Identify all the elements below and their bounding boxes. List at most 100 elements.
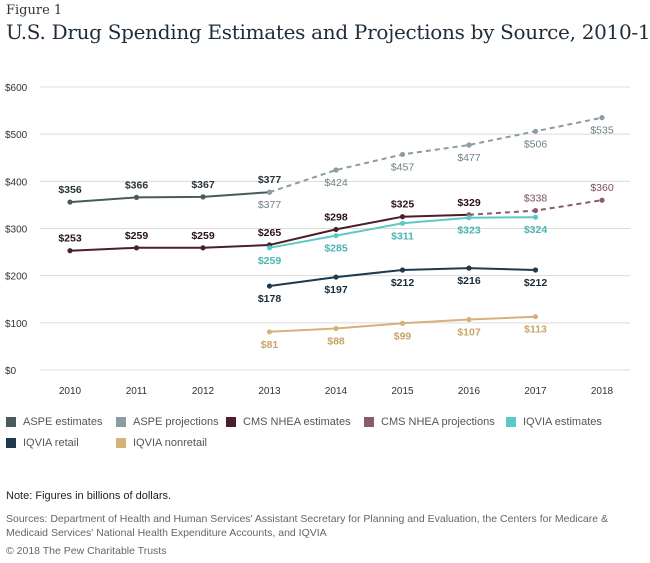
data-label-iqvia-nonretail: $81	[261, 339, 279, 351]
data-label-iqvia-nonretail: $99	[394, 330, 412, 342]
data-label-iqvia-estimates: $259	[258, 255, 282, 267]
legend-swatch	[6, 438, 16, 448]
data-label-cms-nhea-estimates: $253	[58, 233, 82, 245]
legend-label: IQVIA nonretail	[133, 437, 207, 449]
data-label-cms-nhea-estimates: $325	[391, 199, 415, 211]
legend-swatch	[116, 438, 126, 448]
data-point-aspe-estimates	[133, 194, 140, 200]
x-tick-label: 2016	[458, 386, 481, 397]
data-point-cms-nhea-estimates	[399, 214, 406, 220]
data-point-iqvia-nonretail	[532, 314, 539, 320]
data-point-cms-nhea-estimates	[200, 245, 206, 251]
data-point-iqvia-nonretail	[399, 320, 406, 326]
data-label-aspe-estimates: $367	[191, 179, 215, 191]
y-tick-label: $300	[5, 225, 28, 236]
legend-swatch	[226, 417, 236, 427]
copyright: © 2018 The Pew Charitable Trusts	[6, 545, 167, 557]
data-label-aspe-projections: $477	[457, 152, 481, 164]
data-label-aspe-projections: $457	[391, 161, 415, 173]
y-tick-label: $600	[5, 83, 28, 94]
data-label-iqvia-nonretail: $88	[327, 335, 345, 347]
chart-title: U.S. Drug Spending Estimates and Project…	[6, 20, 650, 44]
data-label-iqvia-estimates: $323	[457, 225, 481, 237]
grid-layer	[40, 86, 630, 371]
series-line-aspe-projections	[269, 116, 603, 194]
data-point-cms-nhea-projections	[599, 197, 605, 203]
data-point-iqvia-estimates	[466, 215, 472, 221]
data-point-iqvia-retail	[532, 267, 539, 273]
data-label-cms-nhea-projections: $338	[524, 193, 548, 205]
y-tick-label: $100	[5, 319, 28, 330]
data-point-aspe-projections	[466, 142, 472, 148]
note: Note: Figures in billions of dollars.	[6, 490, 172, 502]
legend-label: CMS NHEA estimates	[243, 416, 351, 428]
data-point-aspe-projections	[532, 128, 539, 134]
legend-swatch	[506, 417, 516, 427]
legend-item: CMS NHEA projections	[364, 416, 495, 428]
x-tick-label: 2018	[591, 386, 614, 397]
data-point-iqvia-nonretail	[466, 316, 472, 323]
data-point-aspe-projections	[599, 115, 605, 121]
data-point-aspe-projections	[399, 151, 406, 158]
legend-item: CMS NHEA estimates	[226, 416, 351, 428]
y-tick-label: $500	[5, 130, 28, 141]
legend-label: CMS NHEA projections	[381, 416, 495, 428]
data-label-iqvia-nonretail: $107	[457, 327, 481, 339]
data-label-iqvia-retail: $178	[258, 293, 282, 305]
y-tick-label: $0	[5, 366, 17, 377]
legend-swatch	[116, 417, 126, 427]
data-label-cms-nhea-estimates: $259	[191, 230, 215, 242]
data-label-cms-nhea-estimates: $298	[324, 211, 348, 223]
y-tick-label: $200	[5, 272, 28, 283]
data-point-iqvia-nonretail	[266, 329, 273, 335]
data-point-iqvia-retail	[399, 267, 406, 273]
legend-swatch	[6, 417, 16, 427]
data-label-aspe-projections: $424	[324, 177, 348, 189]
data-label-cms-nhea-projections: $360	[590, 182, 614, 194]
data-point-iqvia-retail	[266, 283, 273, 289]
legend-label: IQVIA estimates	[523, 416, 602, 428]
x-tick-label: 2017	[524, 386, 547, 397]
tick-layer: $0 $100 $200 $300 $400 $500 $600 2010 2011 2012 20…	[5, 83, 614, 397]
data-point-iqvia-estimates	[333, 232, 339, 239]
data-label-iqvia-retail: $216	[457, 275, 481, 287]
data-label-aspe-projections: $535	[590, 125, 614, 137]
data-label-cms-nhea-estimates: $265	[258, 227, 282, 239]
data-point-cms-nhea-estimates	[67, 248, 73, 254]
legend-item: IQVIA nonretail	[116, 437, 207, 449]
data-point-cms-nhea-estimates	[133, 245, 140, 251]
data-label-iqvia-retail: $212	[524, 277, 548, 289]
data-label-aspe-projections: $377	[258, 199, 282, 211]
x-tick-label: 2011	[126, 386, 148, 397]
series-line-aspe-estimates	[69, 191, 270, 204]
data-label-aspe-projections: $506	[524, 138, 548, 150]
data-label-iqvia-estimates: $324	[524, 224, 548, 236]
x-tick-label: 2014	[325, 386, 348, 397]
x-tick-label: 2015	[391, 386, 414, 397]
data-label-aspe-estimates: $356	[58, 184, 82, 196]
data-point-iqvia-estimates	[266, 245, 273, 251]
legend-label: ASPE projections	[133, 416, 219, 428]
label-layer: $356 $366 $367 $377 $377 $424 $457 $477 $506 $535…	[58, 125, 614, 351]
legend-label: IQVIA retail	[23, 437, 79, 449]
data-point-cms-nhea-estimates	[333, 226, 339, 233]
sources: Sources: Department of Health and Human …	[6, 513, 608, 539]
x-tick-label: 2012	[192, 386, 215, 397]
legend-item: IQVIA retail	[6, 437, 79, 449]
data-point-aspe-projections	[333, 167, 339, 173]
legend-item: ASPE estimates	[6, 416, 102, 428]
y-tick-label: $400	[5, 177, 28, 188]
x-tick-label: 2010	[59, 386, 82, 397]
data-label-iqvia-estimates: $311	[391, 230, 414, 242]
data-label-aspe-estimates: $377	[258, 174, 282, 186]
chart: $356 $366 $367 $377 $377 $424 $457 $477 $506 $535…	[5, 83, 630, 397]
legend-label: ASPE estimates	[23, 416, 103, 428]
data-point-iqvia-retail	[466, 265, 472, 271]
figure-label: Figure 1	[6, 3, 63, 18]
data-label-cms-nhea-estimates: $329	[457, 197, 481, 209]
data-label-iqvia-retail: $197	[324, 284, 348, 296]
data-point-cms-nhea-projections	[532, 207, 539, 214]
x-tick-label: 2013	[258, 386, 281, 397]
data-point-iqvia-nonretail	[333, 325, 339, 332]
data-label-aspe-estimates: $366	[125, 179, 149, 191]
